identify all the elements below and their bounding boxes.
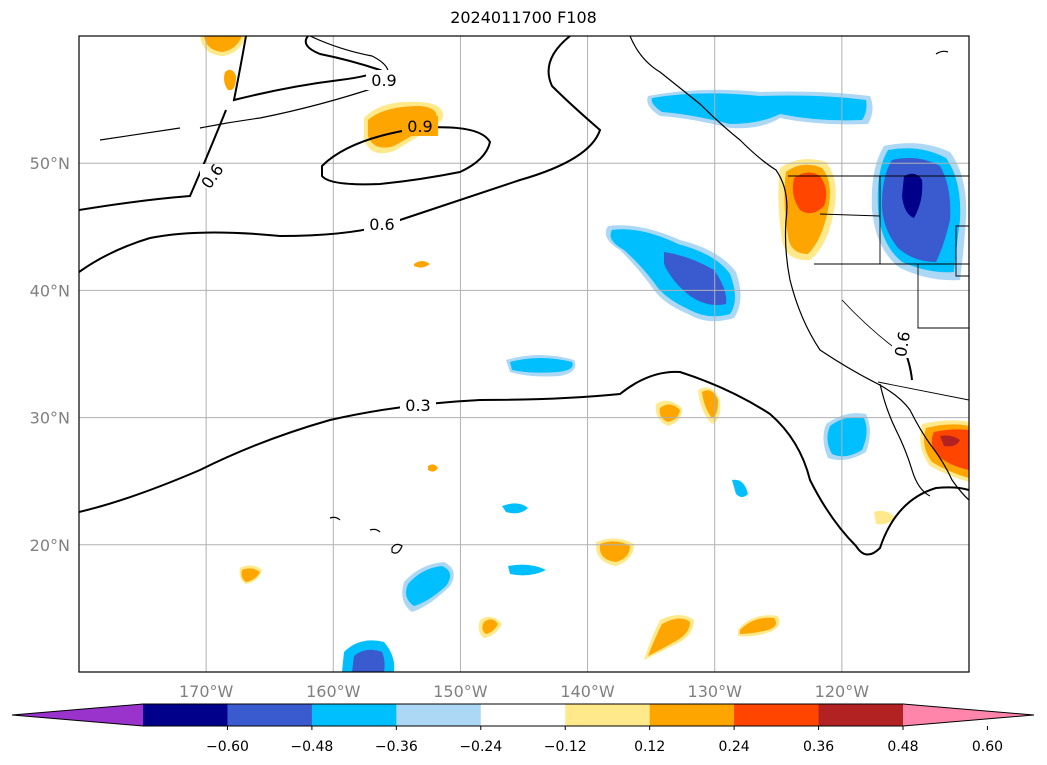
colorbar-tick-label: −0.12 (544, 739, 587, 755)
colorbar-segment (649, 704, 735, 726)
latitude-labels: 50°N 40°N 30°N 20°N (30, 154, 70, 555)
colorbar-segment (818, 704, 904, 726)
colorbar-tick-label: −0.24 (459, 739, 502, 755)
latitude-label: 40°N (30, 281, 70, 300)
longitude-label: 130°W (688, 682, 743, 701)
map-title: 2024011700 F108 (450, 8, 597, 27)
contour-0.6-north (79, 109, 227, 211)
contour-label: 0.6 (891, 330, 914, 358)
latitude-label: 50°N (30, 154, 70, 173)
colorbar-segment (396, 704, 482, 726)
anomaly-fields (200, 36, 969, 672)
colorbar-segment (480, 704, 566, 726)
colorbar: −0.60 −0.48 −0.36 −0.24 −0.12 0.12 0.24 0.36 0.4… (11, 703, 1035, 755)
contour-label: 0.9 (407, 117, 432, 136)
colorbar-extend-low (12, 704, 143, 726)
contour-label: 0.9 (371, 71, 396, 90)
colorbar-segment (143, 704, 228, 726)
contour-0.9-closed (321, 126, 492, 186)
colorbar-segment (734, 704, 820, 726)
colorbar-tick-label: 0.12 (634, 739, 665, 755)
colorbar-segment (227, 704, 313, 726)
latitude-label: 30°N (30, 409, 70, 428)
longitude-labels: 170°W 160°W 150°W 140°W 130°W 120°W (179, 682, 869, 701)
longitude-label: 150°W (433, 682, 488, 701)
colorbar-segment (565, 704, 651, 726)
map-frame (78, 35, 970, 673)
contour-0.3 (79, 370, 969, 556)
colorbar-tick-label: −0.48 (290, 739, 333, 755)
colorbar-outline (11, 703, 1035, 727)
colorbar-tick-label: 0.36 (803, 739, 834, 755)
longitude-label: 140°W (560, 682, 615, 701)
contour-label: 0.3 (405, 396, 430, 415)
colorbar-tick-label: 0.24 (719, 739, 750, 755)
map-plot-area (79, 36, 969, 672)
colorbar-segment (311, 704, 397, 726)
longitude-label: 160°W (306, 682, 361, 701)
contour-lines (79, 36, 969, 556)
contour-label: 0.6 (369, 215, 394, 234)
latitude-label: 20°N (30, 536, 70, 555)
map-gridlines (79, 36, 969, 672)
contour-0.6-main (79, 36, 602, 273)
colorbar-tick-label: 0.48 (887, 739, 918, 755)
longitude-label: 170°W (179, 682, 234, 701)
longitude-label: 120°W (815, 682, 870, 701)
colorbar-tick-label: −0.60 (206, 739, 249, 755)
contour-0.9-north (232, 36, 383, 102)
colorbar-tick-label: 0.60 (972, 739, 1003, 755)
colorbar-extend-high (903, 704, 1034, 726)
colorbar-tick-label: −0.36 (375, 739, 418, 755)
coastlines (99, 36, 969, 554)
contour-label-group: 0.9 0.9 0.6 0.6 0.6 0.3 (197, 70, 914, 416)
